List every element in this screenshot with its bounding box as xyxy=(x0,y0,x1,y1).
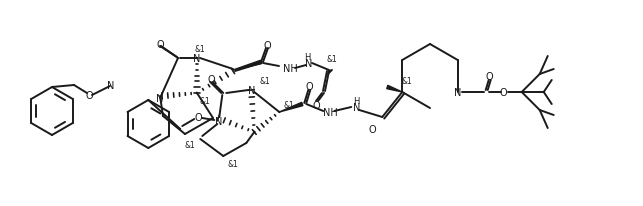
Text: O: O xyxy=(500,88,507,97)
Text: N: N xyxy=(352,103,360,112)
Text: H: H xyxy=(303,53,310,62)
Text: N: N xyxy=(156,94,164,103)
Text: O: O xyxy=(312,101,320,110)
Text: O: O xyxy=(486,72,494,82)
Text: &1: &1 xyxy=(185,140,195,149)
Text: H: H xyxy=(353,96,359,105)
Text: N: N xyxy=(194,54,201,64)
Text: &1: &1 xyxy=(228,160,239,169)
Text: NH: NH xyxy=(323,108,338,117)
Text: &1: &1 xyxy=(402,76,413,85)
Text: O: O xyxy=(263,41,271,51)
Text: O: O xyxy=(85,91,93,101)
Text: O: O xyxy=(368,124,376,134)
Text: N: N xyxy=(248,85,255,96)
Text: O: O xyxy=(156,40,164,50)
Text: &1: &1 xyxy=(195,44,205,53)
Text: N: N xyxy=(305,59,312,69)
Text: O: O xyxy=(208,75,215,85)
Text: NH: NH xyxy=(283,64,298,74)
Polygon shape xyxy=(386,86,403,92)
Polygon shape xyxy=(279,103,303,112)
Text: O: O xyxy=(305,82,313,91)
Polygon shape xyxy=(233,61,262,71)
Text: N: N xyxy=(215,116,222,126)
Text: N: N xyxy=(454,88,462,97)
Text: O: O xyxy=(194,112,202,122)
Text: &1: &1 xyxy=(284,100,294,109)
Text: &1: &1 xyxy=(260,77,271,86)
Text: &1: &1 xyxy=(199,97,210,106)
Text: &1: &1 xyxy=(327,55,338,64)
Text: N: N xyxy=(107,81,114,91)
